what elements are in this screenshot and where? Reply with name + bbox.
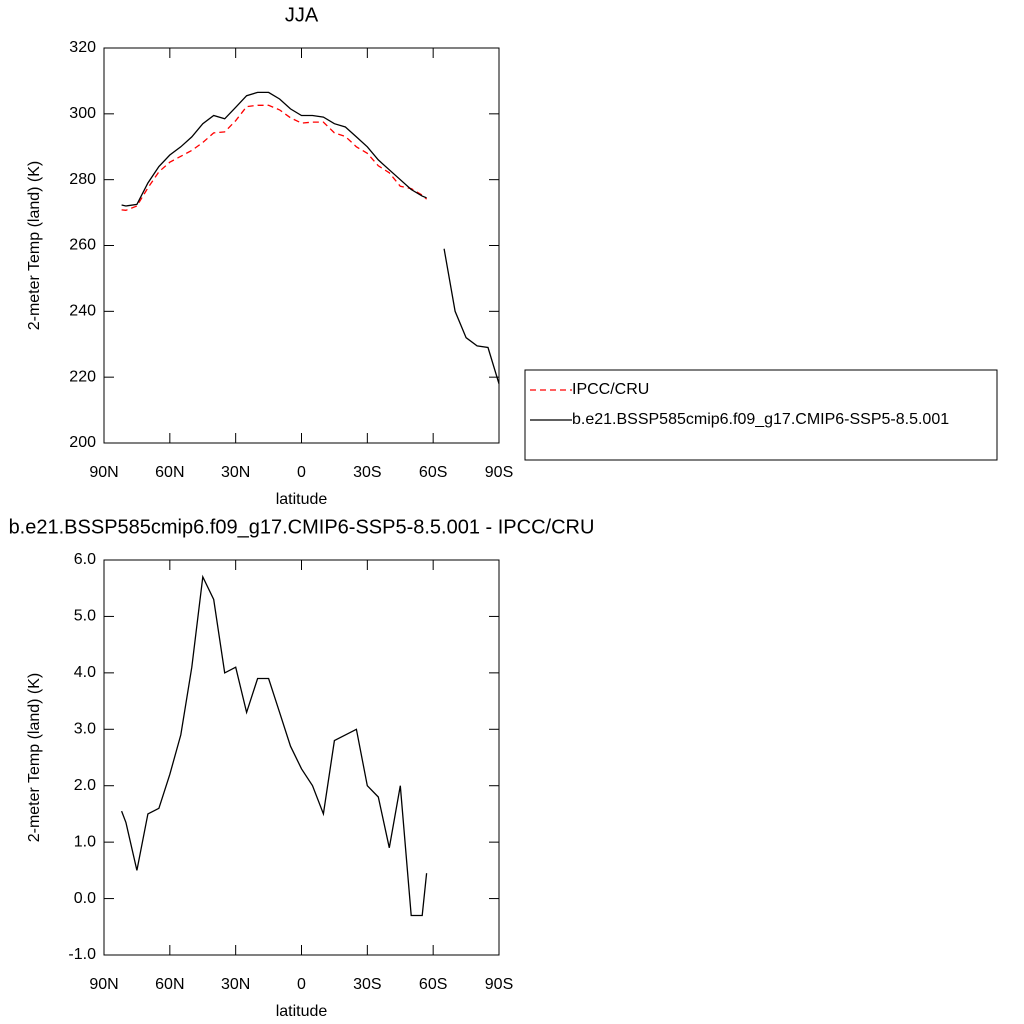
x-tick-label: 30S bbox=[353, 976, 381, 993]
legend-box bbox=[524, 369, 998, 461]
x-tick-label: 60N bbox=[155, 464, 184, 481]
x-tick-label: 60S bbox=[419, 976, 447, 993]
x-tick-label: 30S bbox=[353, 464, 381, 481]
x-tick-label: 60S bbox=[419, 464, 447, 481]
y-tick-label: 200 bbox=[69, 434, 96, 451]
chart-title: b.e21.BSSP585cmip6.f09_g17.CMIP6-SSP5-8.… bbox=[9, 516, 595, 538]
chart-title: JJA bbox=[285, 4, 319, 26]
x-tick-label: 30N bbox=[221, 976, 250, 993]
x-tick-label: 90S bbox=[485, 464, 513, 481]
y-tick-label: 300 bbox=[69, 105, 96, 122]
plot-frame bbox=[103, 559, 500, 956]
data-line bbox=[121, 104, 428, 211]
x-axis-label: latitude bbox=[276, 1003, 328, 1020]
plot-frame bbox=[103, 47, 500, 444]
y-tick-label: 0.0 bbox=[74, 890, 96, 907]
x-tick-label: 90N bbox=[89, 976, 118, 993]
y-tick-label: 4.0 bbox=[74, 664, 96, 681]
x-axis-label: latitude bbox=[276, 491, 328, 508]
y-tick-label: 220 bbox=[69, 368, 96, 385]
x-tick-label: 60N bbox=[155, 976, 184, 993]
x-tick-label: 0 bbox=[297, 464, 306, 481]
x-tick-label: 90N bbox=[89, 464, 118, 481]
data-line bbox=[121, 91, 500, 384]
y-tick-label: 3.0 bbox=[74, 721, 96, 738]
y-tick-label: -1.0 bbox=[68, 946, 96, 963]
y-tick-label: 260 bbox=[69, 237, 96, 254]
data-line bbox=[120, 574, 428, 917]
legend-label: b.e21.BSSP585cmip6.f09_g17.CMIP6-SSP5-8.… bbox=[572, 411, 949, 428]
y-tick-label: 280 bbox=[69, 171, 96, 188]
y-tick-label: 6.0 bbox=[74, 551, 96, 568]
legend-label: IPCC/CRU bbox=[572, 381, 649, 398]
y-tick-label: 1.0 bbox=[74, 833, 96, 850]
x-tick-label: 30N bbox=[221, 464, 250, 481]
y-axis-label: 2-meter Temp (land) (K) bbox=[26, 161, 43, 331]
y-tick-label: 320 bbox=[69, 39, 96, 56]
y-tick-label: 240 bbox=[69, 303, 96, 320]
y-tick-label: 2.0 bbox=[74, 777, 96, 794]
y-axis-label: 2-meter Temp (land) (K) bbox=[26, 673, 43, 843]
y-tick-label: 5.0 bbox=[74, 608, 96, 625]
x-tick-label: 90S bbox=[485, 976, 513, 993]
x-tick-label: 0 bbox=[297, 976, 306, 993]
